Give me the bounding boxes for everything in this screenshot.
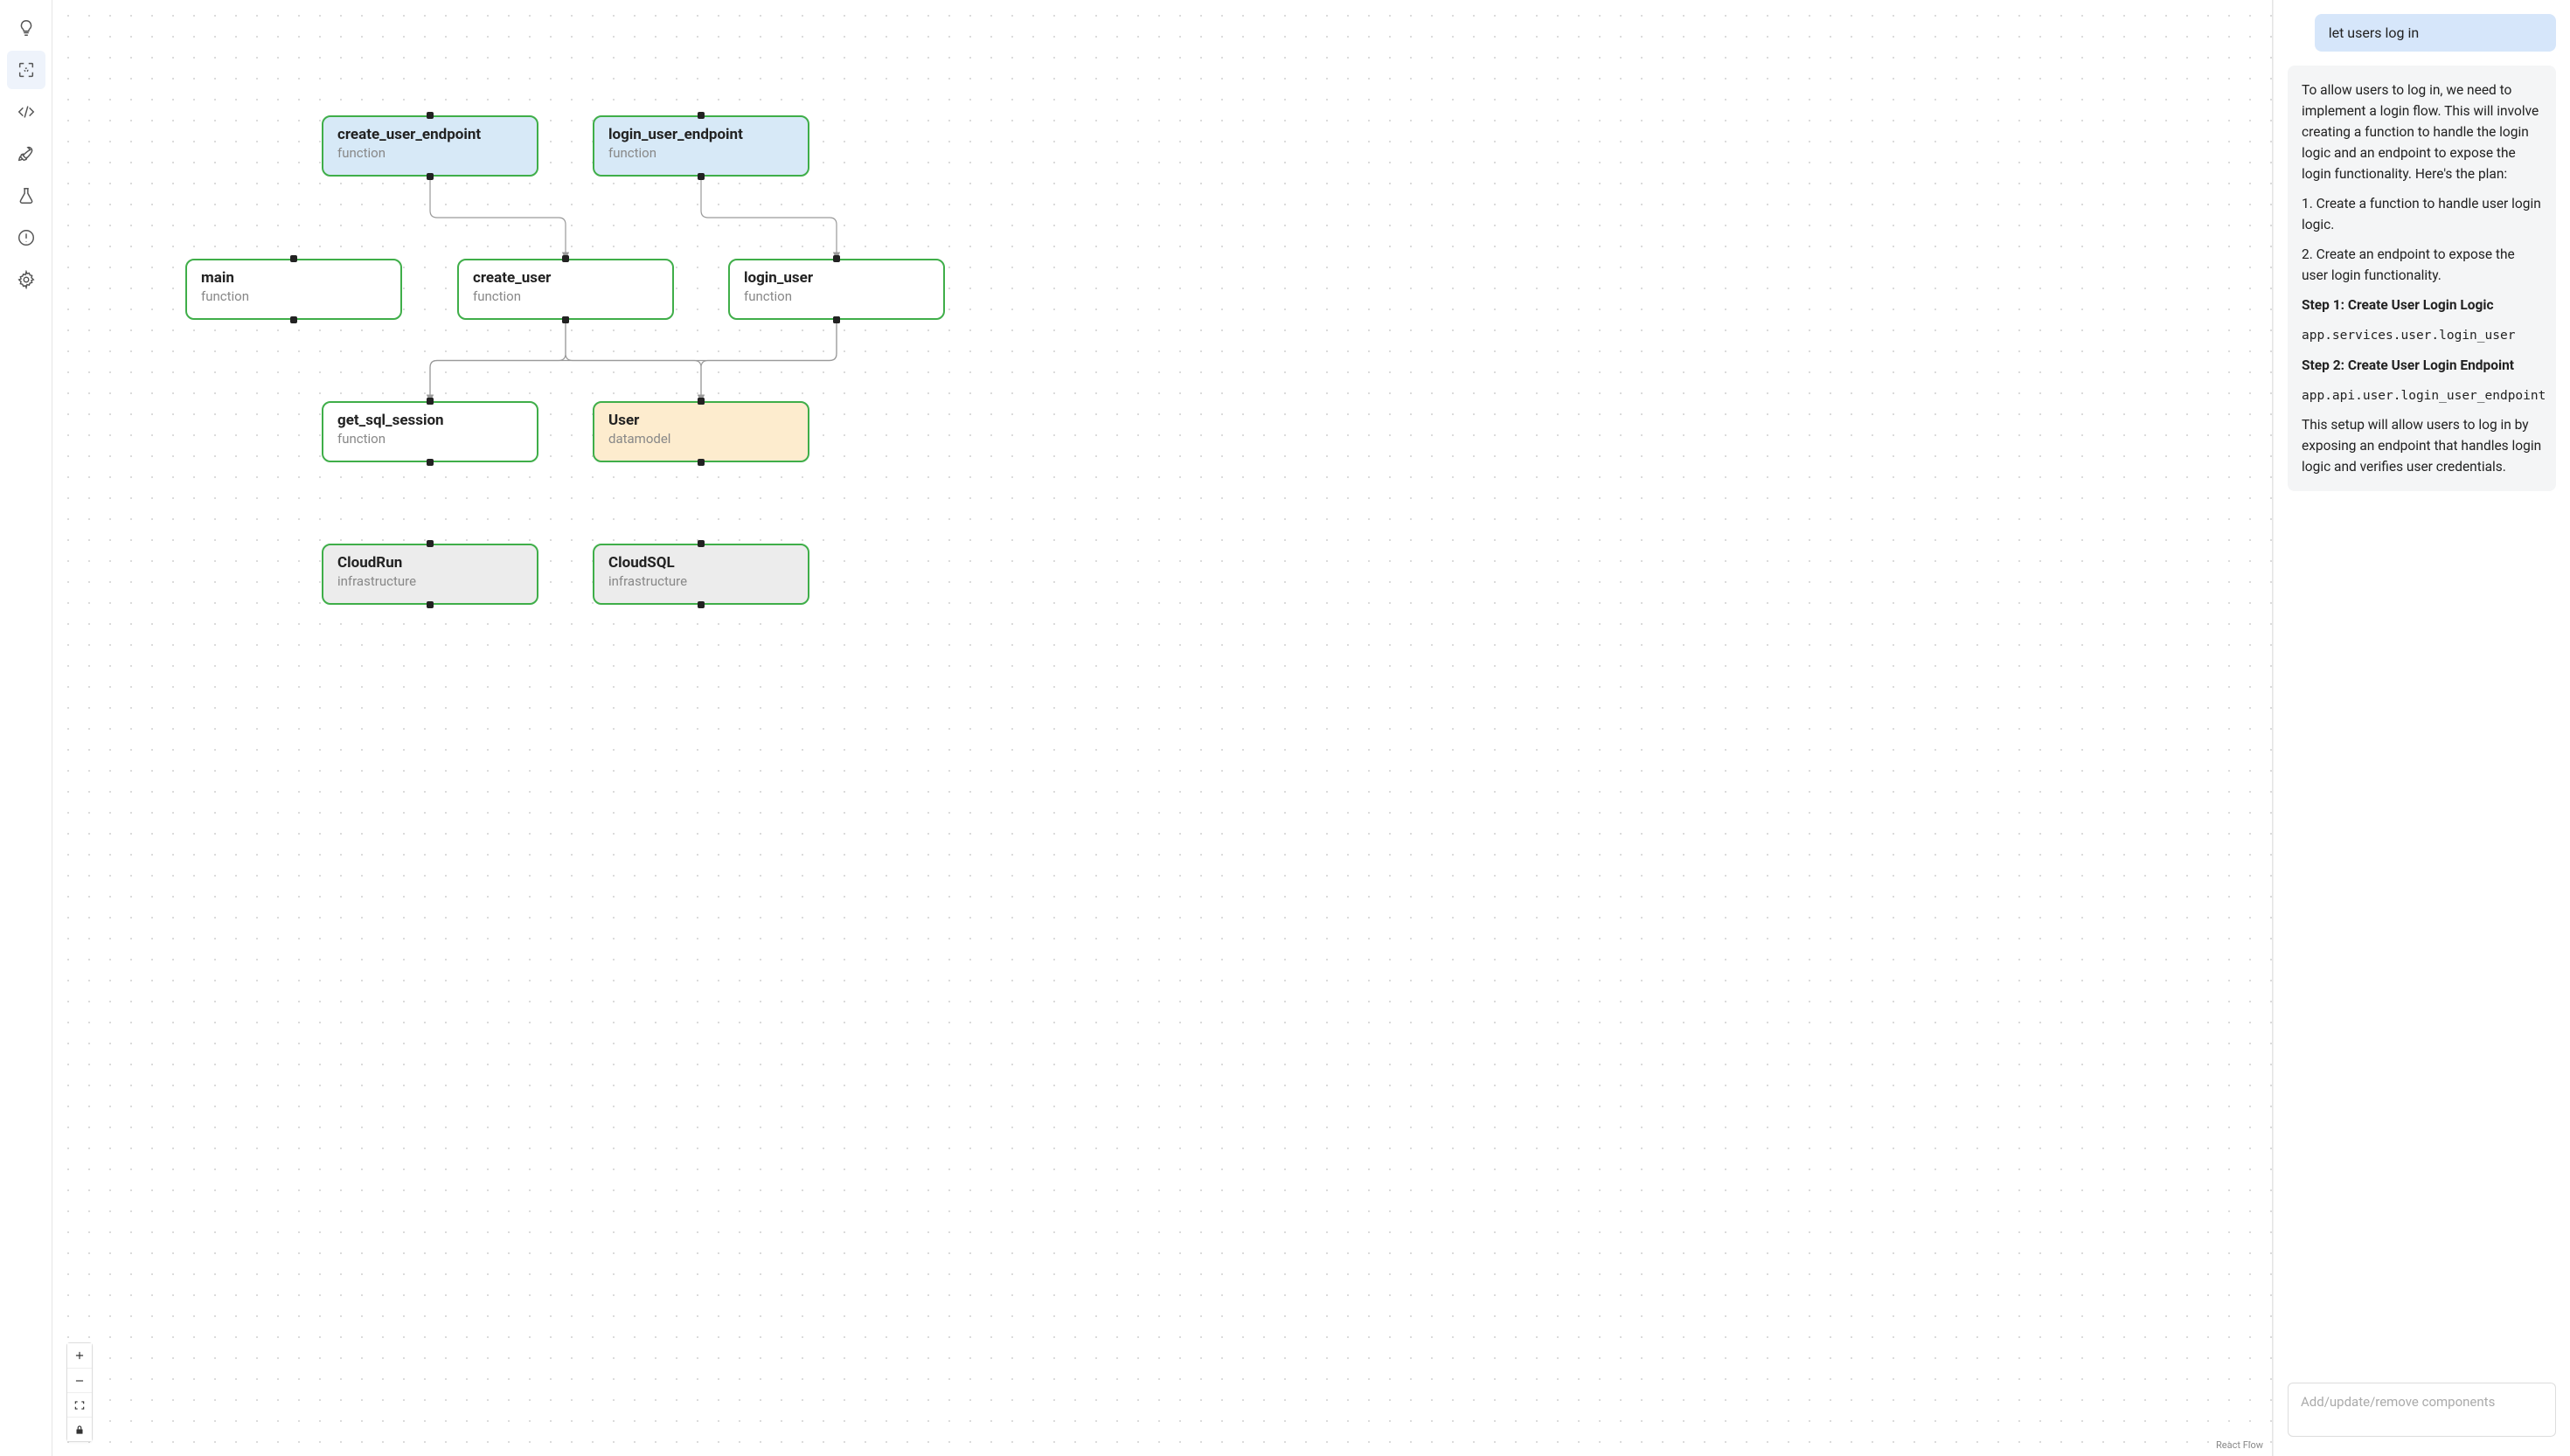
node-handle[interactable] — [833, 255, 840, 262]
code-icon[interactable] — [7, 93, 45, 131]
chat-scroll: let users log in To allow users to log i… — [2274, 0, 2570, 1372]
alert-icon[interactable] — [7, 218, 45, 257]
node-handle[interactable] — [562, 316, 569, 323]
node-handle[interactable] — [698, 398, 705, 405]
node-title: CloudSQL — [608, 554, 794, 572]
node-handle[interactable] — [562, 255, 569, 262]
node-cloudrun[interactable]: CloudRuninfrastructure — [322, 544, 538, 605]
node-cloudsql[interactable]: CloudSQLinfrastructure — [593, 544, 809, 605]
node-title: login_user_endpoint — [608, 126, 794, 143]
node-subtitle: infrastructure — [337, 573, 523, 589]
fit-view-button[interactable] — [67, 1392, 92, 1417]
zoom-in-button[interactable] — [67, 1343, 92, 1368]
assistant-intro: To allow users to log in, we need to imp… — [2302, 80, 2542, 184]
node-create_user[interactable]: create_userfunction — [457, 259, 674, 320]
node-title: create_user_endpoint — [337, 126, 523, 143]
assistant-step1-title: Step 1: Create User Login Logic — [2302, 297, 2494, 313]
settings-icon[interactable] — [7, 260, 45, 299]
node-title: main — [201, 269, 386, 287]
node-create_user_endpoint[interactable]: create_user_endpoint function — [322, 115, 538, 177]
rocket-icon[interactable] — [7, 135, 45, 173]
chat-input[interactable] — [2288, 1383, 2556, 1437]
chat-panel: let users log in To allow users to log i… — [2273, 0, 2570, 1456]
node-subtitle: function — [201, 288, 386, 304]
node-subtitle: infrastructure — [608, 573, 794, 589]
app-root: create_user_endpointfunctionlogin_user_e… — [0, 0, 2570, 1456]
chat-input-wrap — [2274, 1372, 2570, 1456]
edge — [566, 320, 701, 401]
zoom-out-button[interactable] — [67, 1368, 92, 1392]
attribution-label: React Flow — [2216, 1439, 2263, 1451]
canvas-controls — [66, 1342, 93, 1442]
flask-icon[interactable] — [7, 177, 45, 215]
node-handle[interactable] — [427, 112, 434, 119]
node-handle[interactable] — [698, 601, 705, 608]
assistant-step2-title: Step 2: Create User Login Endpoint — [2302, 357, 2514, 373]
node-main[interactable]: mainfunction — [185, 259, 402, 320]
node-subtitle: function — [744, 288, 929, 304]
node-subtitle: datamodel — [608, 431, 794, 447]
assistant-outro: This setup will allow users to log in by… — [2302, 414, 2542, 477]
focus-icon[interactable] — [7, 51, 45, 89]
node-title: create_user — [473, 269, 658, 287]
node-title: CloudRun — [337, 554, 523, 572]
user-message: let users log in — [2315, 14, 2556, 52]
assistant-item-1: 1. Create a function to handle user logi… — [2302, 193, 2542, 235]
edge — [430, 320, 837, 401]
edges-layer — [52, 0, 2272, 1456]
node-handle[interactable] — [698, 173, 705, 180]
node-subtitle: function — [608, 145, 794, 161]
edge — [430, 177, 566, 259]
node-handle[interactable] — [427, 540, 434, 547]
assistant-item-2: 2. Create an endpoint to expose the user… — [2302, 244, 2542, 286]
node-handle[interactable] — [427, 459, 434, 466]
left-toolbar — [0, 0, 52, 1456]
node-login_user[interactable]: login_userfunction — [728, 259, 945, 320]
flow-canvas[interactable]: create_user_endpointfunctionlogin_user_e… — [52, 0, 2272, 1456]
assistant-step2-code: app.api.user.login_user_endpoint — [2302, 389, 2546, 403]
node-title: get_sql_session — [337, 412, 523, 429]
node-title: login_user — [744, 269, 929, 287]
node-handle[interactable] — [833, 316, 840, 323]
node-subtitle: function — [337, 431, 523, 447]
assistant-message: To allow users to log in, we need to imp… — [2288, 66, 2556, 491]
node-handle[interactable] — [427, 173, 434, 180]
edge — [430, 320, 566, 401]
canvas-wrap: create_user_endpointfunctionlogin_user_e… — [52, 0, 2273, 1456]
node-user[interactable]: User datamodel — [593, 401, 809, 462]
node-handle[interactable] — [698, 540, 705, 547]
assistant-step1-code: app.services.user.login_user — [2302, 329, 2515, 343]
edge — [701, 320, 837, 401]
idea-icon[interactable] — [7, 9, 45, 47]
lock-button[interactable] — [67, 1417, 92, 1441]
node-handle[interactable] — [427, 601, 434, 608]
node-handle[interactable] — [698, 459, 705, 466]
node-subtitle: function — [337, 145, 523, 161]
node-handle[interactable] — [427, 398, 434, 405]
node-title: User — [608, 412, 794, 429]
node-handle[interactable] — [698, 112, 705, 119]
node-handle[interactable] — [290, 316, 297, 323]
node-subtitle: function — [473, 288, 658, 304]
node-login_user_endpoint[interactable]: login_user_endpoint function — [593, 115, 809, 177]
node-get_sql_session[interactable]: get_sql_session function — [322, 401, 538, 462]
edge — [701, 177, 837, 259]
node-handle[interactable] — [290, 255, 297, 262]
